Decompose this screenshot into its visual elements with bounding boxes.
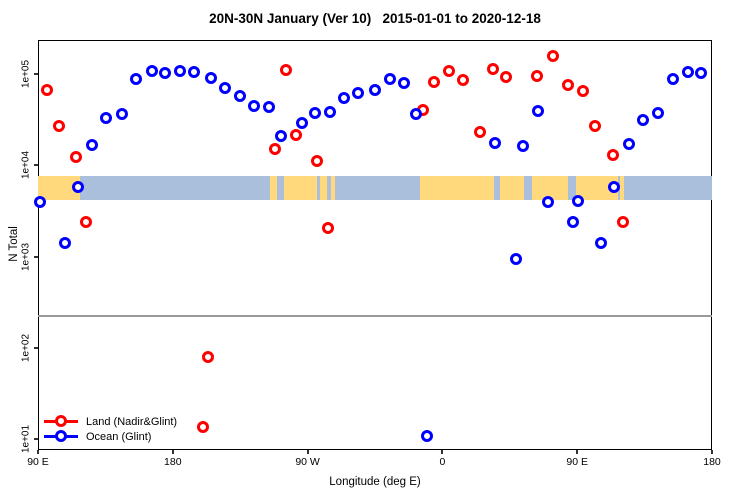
y-axis-tick-label: 1e+02 [20,333,32,363]
x-axis-tick-label: 90 E [566,456,588,468]
x-axis-tick [441,450,444,454]
y-axis-tick-label: 1e+03 [20,242,32,271]
y-axis-tick-label: 1e+04 [20,151,32,180]
x-axis-title: Longitude (deg E) [329,476,421,488]
legend-item-land: Land (Nadir&Glint) [44,414,177,429]
ocean-series-marker-icon [44,430,78,443]
x-axis-tick [171,450,174,454]
chart-legend: Land (Nadir&Glint) Ocean (Glint) [44,414,177,444]
x-axis-tick-label: 90 E [27,456,49,468]
x-axis-tick-label: 90 W [295,456,320,468]
x-axis-tick [37,450,39,454]
land-series-marker-icon [44,415,78,428]
x-axis-tick-label: 180 [164,456,182,468]
x-axis-tick [576,450,579,454]
legend-label-ocean: Ocean (Glint) [86,430,152,443]
chart-title: 20N-30N January (Ver 10) 2015-01-01 to 2… [209,11,541,26]
x-axis-tick-label: 180 [703,456,721,468]
plot-area [38,40,712,450]
y-axis-title: N Total [8,226,20,262]
legend-label-land: Land (Nadir&Glint) [86,415,178,428]
y-axis-tick-label: 1e+05 [20,59,32,89]
y-axis-tick-label: 1e+01 [20,425,32,454]
x-axis-tick [711,450,713,454]
x-axis-tick-label: 0 [439,456,446,468]
x-axis-tick [306,450,309,454]
legend-item-ocean: Ocean (Glint) [44,429,177,444]
